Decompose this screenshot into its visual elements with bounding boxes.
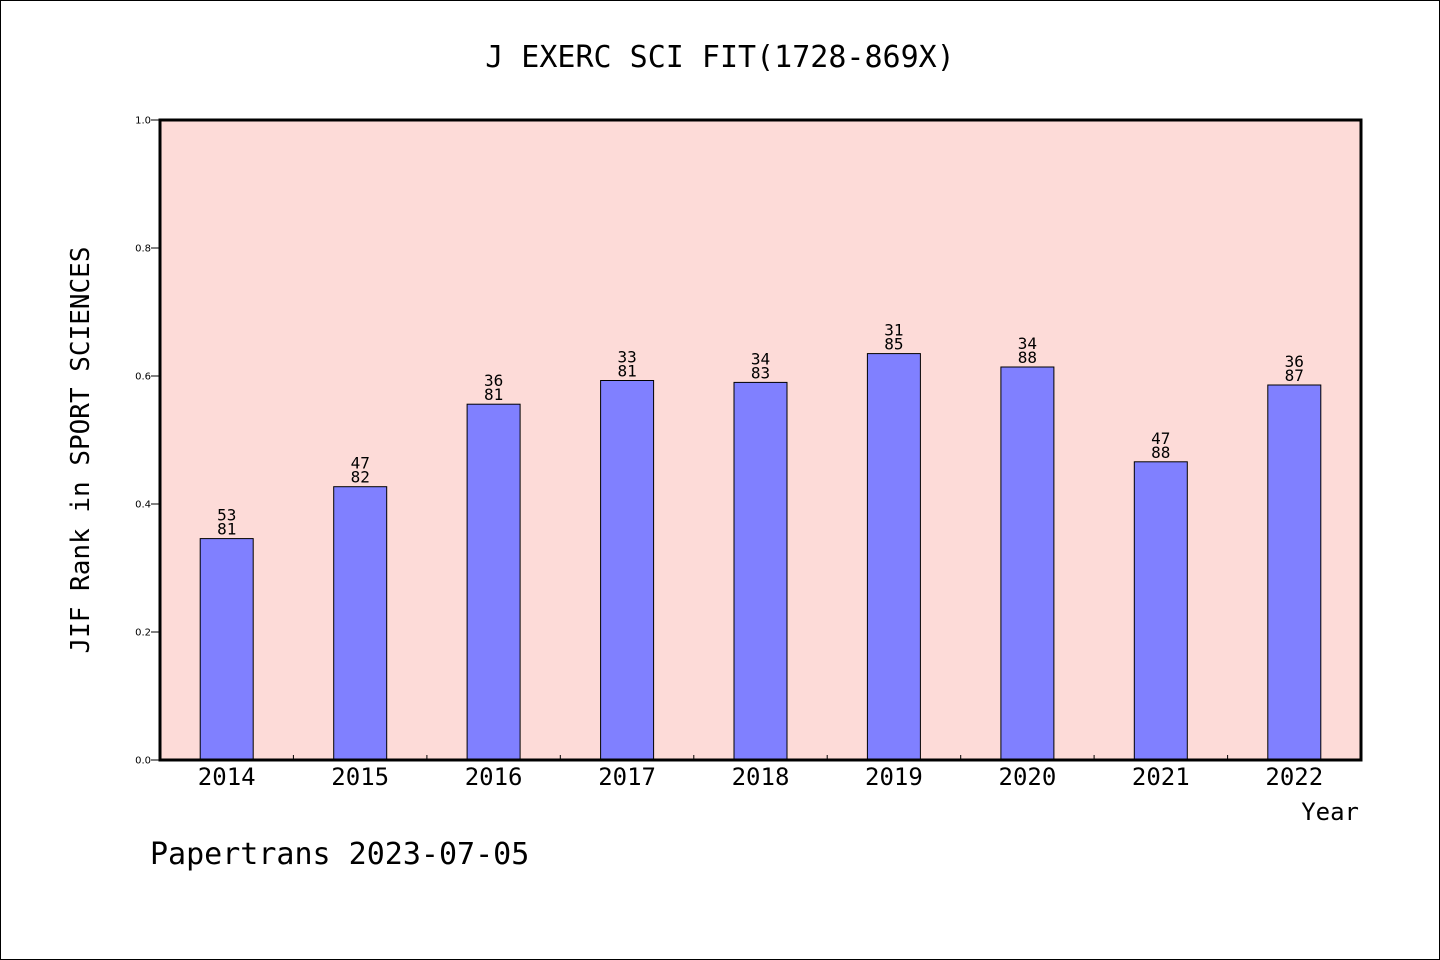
y-tick-label: 1.0 (135, 116, 151, 127)
bar-rank-label: 34 (751, 349, 770, 368)
bar-rank-label: 33 (617, 348, 636, 367)
bar-rank-label: 36 (484, 371, 503, 390)
y-axis-label: JIF Rank in SPORT SCIENCES (66, 247, 96, 654)
bar-2018 (733, 381, 788, 761)
bar-2016 (466, 403, 521, 761)
bar-2020 (1000, 366, 1055, 761)
bar-rank-label: 34 (1018, 334, 1037, 353)
bar-rank-label: 47 (351, 454, 370, 473)
bar-total-label: 82 (351, 468, 370, 487)
bar-rank-label: 31 (884, 321, 903, 340)
bar-2017 (600, 380, 655, 761)
bar-rank-label: 47 (1151, 429, 1170, 448)
bar-2014 (199, 538, 254, 761)
bar-2021 (1133, 461, 1188, 761)
bar-total-label: 85 (884, 335, 903, 354)
x-tick-label: 2021 (1132, 763, 1190, 791)
bar-total-label: 81 (617, 362, 636, 381)
x-tick-label: 2017 (598, 763, 656, 791)
x-tick-label: 2016 (465, 763, 523, 791)
bar-2015 (333, 486, 388, 761)
x-tick-label: 2015 (331, 763, 389, 791)
bar-rank-label: 53 (217, 506, 236, 525)
y-tick-label: 0.6 (135, 372, 151, 383)
y-tick-label: 0.4 (135, 500, 151, 511)
y-tick-label: 0.0 (135, 756, 151, 767)
x-tick-label: 2020 (999, 763, 1057, 791)
x-tick-label: 2022 (1265, 763, 1323, 791)
bar-rank-label: 36 (1285, 352, 1304, 371)
bar-total-label: 81 (484, 385, 503, 404)
bar-2022 (1267, 384, 1322, 761)
bar-total-label: 81 (217, 520, 236, 539)
ticks-layer: 2014 2015 2016 2017 2018 2019 2020 2021 2022 0.0 0… (135, 116, 1323, 792)
footer-credit: Papertrans 2023-07-05 (150, 837, 529, 872)
bar-total-label: 87 (1285, 366, 1304, 385)
x-tick-label: 2019 (865, 763, 923, 791)
chart-title: J EXERC SCI FIT(1728-869X) (485, 40, 955, 75)
y-tick-label: 0.2 (135, 628, 151, 639)
bar-total-label: 83 (751, 363, 770, 382)
bar-total-label: 88 (1151, 443, 1170, 462)
bar-2019 (866, 353, 921, 761)
plot-border (158, 118, 1363, 762)
x-tick-label: 2014 (198, 763, 256, 791)
bar-total-label: 88 (1018, 348, 1037, 367)
x-axis-label: Year (1301, 798, 1359, 826)
y-tick-label: 0.8 (135, 244, 151, 255)
x-tick-label: 2018 (732, 763, 790, 791)
